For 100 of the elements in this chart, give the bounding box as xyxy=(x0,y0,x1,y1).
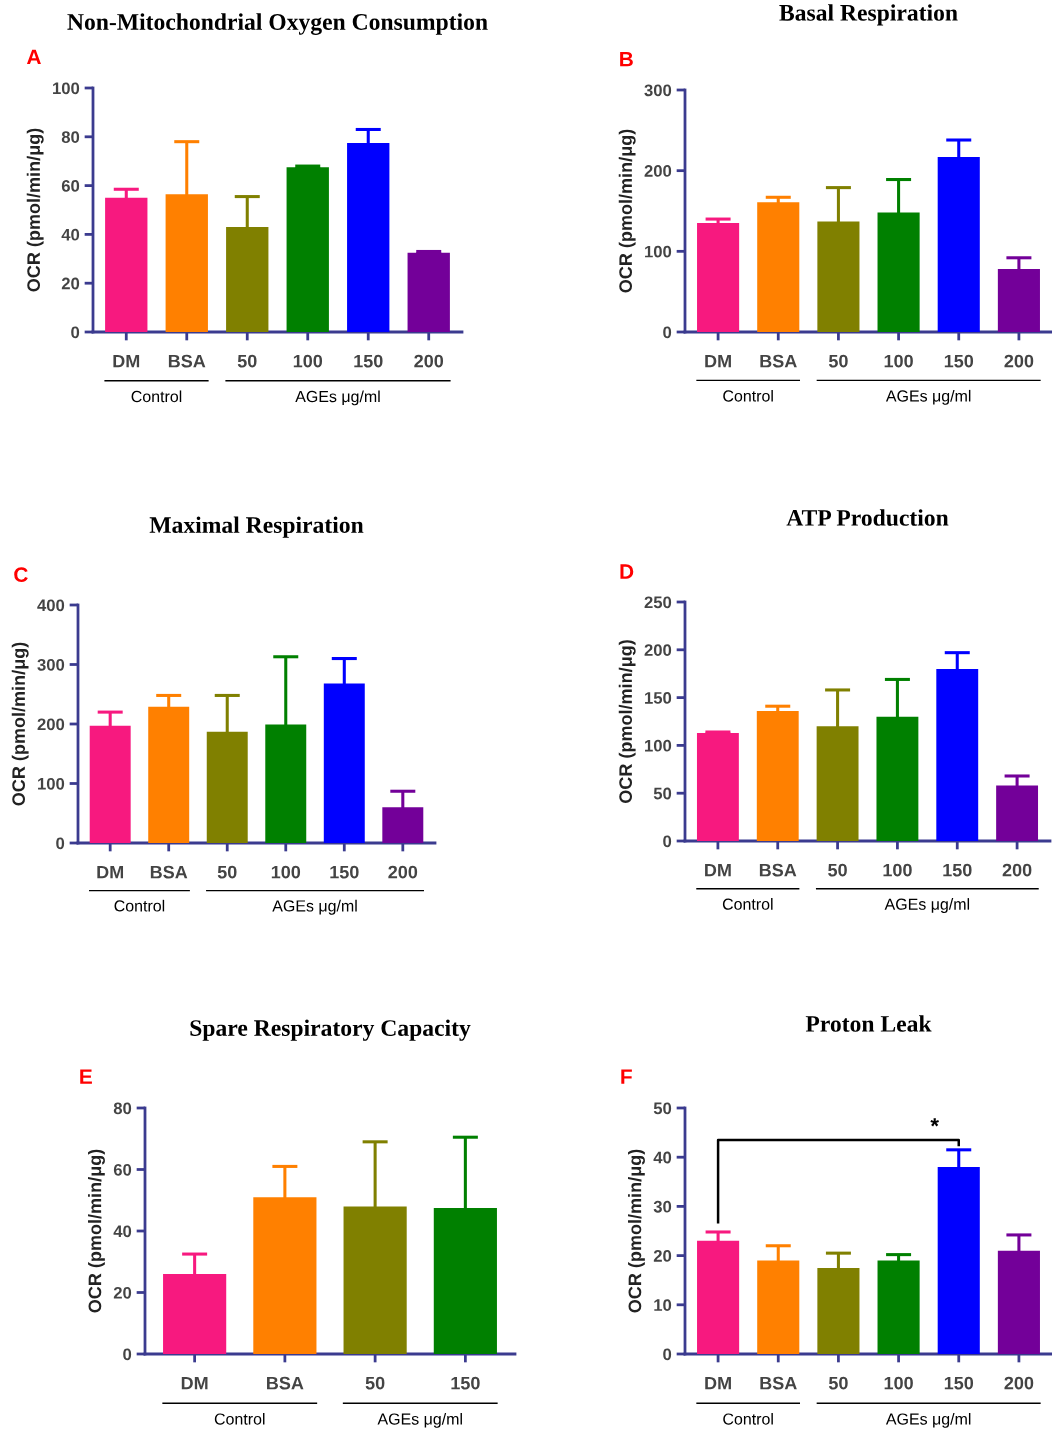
y-tick-label: 50 xyxy=(653,787,672,800)
text: D xyxy=(620,564,634,579)
bar xyxy=(697,223,740,332)
x-tick-label: 100 xyxy=(883,863,912,877)
chart-title: Spare Respiratory Capacity xyxy=(190,1019,471,1041)
y-tick-label: 40 xyxy=(653,1151,672,1164)
text: AGEs μg/ml xyxy=(295,390,380,406)
y-tick-label: 100 xyxy=(53,82,80,95)
y-tick-label: 50 xyxy=(653,1102,672,1115)
text: AGEs μg/ml xyxy=(377,1412,462,1428)
x-tick-label: 100 xyxy=(884,1376,913,1390)
x-tick-label: BSA xyxy=(150,865,188,879)
x-tick-label: 100 xyxy=(293,354,323,368)
x-tick-label: 150 xyxy=(943,863,972,877)
y-tick-label: 30 xyxy=(653,1200,672,1213)
x-tick-label: 150 xyxy=(944,354,974,368)
x-tick-label: 50 xyxy=(237,354,257,368)
text: Control xyxy=(214,1412,265,1425)
text: AGEs μg/ml xyxy=(885,389,971,405)
y-tick-label: 100 xyxy=(645,739,672,752)
y-axis-title: OCR (pmol/min/μg) xyxy=(88,1149,105,1313)
x-tick-label: BSA xyxy=(759,863,797,877)
annotation: * xyxy=(930,1118,939,1127)
y-tick-label: 20 xyxy=(61,277,80,290)
y-axis-title: OCR (pmol/min/μg) xyxy=(26,128,44,292)
x-tick-label: DM xyxy=(113,354,140,368)
bar xyxy=(696,732,739,841)
y-tick-label: 0 xyxy=(663,1348,672,1361)
chart-title: Non-Mitochondrial Oxygen Consumption xyxy=(67,13,488,35)
text: Control xyxy=(723,389,773,402)
text: E xyxy=(80,1069,92,1084)
y-tick-label: 80 xyxy=(61,131,80,143)
y-tick-label: 200 xyxy=(644,165,672,177)
text: AGEs μg/ml xyxy=(884,898,970,913)
y-tick-label: 10 xyxy=(654,1299,672,1311)
text: Control xyxy=(722,898,773,910)
x-tick-label: DM xyxy=(705,354,731,368)
x-tick-label: 200 xyxy=(1004,1376,1034,1390)
y-tick-label: 300 xyxy=(37,658,65,671)
x-tick-label: DM xyxy=(181,1376,208,1390)
text: F xyxy=(621,1069,632,1084)
x-tick-label: 50 xyxy=(828,863,847,877)
y-tick-label: 80 xyxy=(113,1102,132,1115)
x-tick-label: 50 xyxy=(828,1376,848,1390)
y-axis-title: OCR (pmol/min/μg) xyxy=(11,642,29,806)
y-tick-label: 40 xyxy=(113,1225,132,1238)
x-tick-label: DM xyxy=(97,865,124,879)
bar xyxy=(407,252,450,332)
text: Control xyxy=(114,899,165,912)
x-tick-label: BSA xyxy=(168,354,206,368)
y-tick-label: 0 xyxy=(663,326,672,339)
x-tick-label: DM xyxy=(705,863,731,877)
x-tick-label: 200 xyxy=(388,865,418,879)
y-tick-label: 0 xyxy=(123,1348,132,1361)
y-tick-label: 0 xyxy=(663,835,672,848)
text: C xyxy=(14,567,28,583)
x-tick-label: 100 xyxy=(884,354,913,368)
x-tick-label: 200 xyxy=(414,354,444,368)
y-tick-label: 200 xyxy=(37,718,65,731)
y-tick-label: 60 xyxy=(113,1163,132,1176)
y-axis-title: OCR (pmol/min/μg) xyxy=(618,640,636,804)
x-tick-label: 150 xyxy=(451,1376,480,1390)
x-tick-label: 150 xyxy=(944,1376,974,1390)
y-tick-label: 300 xyxy=(644,84,672,97)
y-tick-label: 20 xyxy=(113,1286,132,1299)
x-tick-label: 150 xyxy=(330,865,359,879)
bar xyxy=(756,710,799,841)
bar xyxy=(877,1260,920,1354)
y-tick-label: 250 xyxy=(644,596,672,609)
y-tick-label: 40 xyxy=(61,228,80,241)
x-tick-label: 50 xyxy=(217,865,237,879)
y-tick-label: 60 xyxy=(61,180,80,192)
x-tick-label: 200 xyxy=(1004,354,1034,368)
bar xyxy=(757,202,800,332)
x-tick-label: 150 xyxy=(354,354,383,368)
y-tick-label: 0 xyxy=(56,837,65,850)
y-tick-label: 20 xyxy=(653,1250,672,1262)
text: Control xyxy=(723,1412,773,1425)
chart-title: Proton Leak xyxy=(805,1015,932,1032)
x-tick-label: BSA xyxy=(267,1376,304,1390)
y-axis-title: OCR (pmol/min/μg) xyxy=(618,129,636,293)
y-tick-label: 100 xyxy=(38,777,65,790)
y-tick-label: 400 xyxy=(37,599,65,612)
x-tick-label: 200 xyxy=(1002,863,1032,877)
y-tick-label: 200 xyxy=(644,644,672,656)
x-tick-label: DM xyxy=(705,1376,731,1390)
text: AGEs μg/ml xyxy=(885,1412,971,1428)
x-tick-label: BSA xyxy=(760,1376,797,1390)
text: Control xyxy=(131,390,182,403)
y-tick-label: 0 xyxy=(71,326,80,339)
text: A xyxy=(26,49,41,65)
text: AGEs μg/ml xyxy=(272,899,357,915)
chart-title: Basal Respiration xyxy=(779,4,958,26)
y-tick-label: 100 xyxy=(645,245,672,258)
x-tick-label: 100 xyxy=(271,865,301,879)
chart-title: Maximal Respiration xyxy=(149,516,364,538)
text: B xyxy=(620,52,633,67)
chart-title: ATP Production xyxy=(786,509,949,526)
bar xyxy=(286,167,329,332)
x-tick-label: BSA xyxy=(760,354,797,368)
